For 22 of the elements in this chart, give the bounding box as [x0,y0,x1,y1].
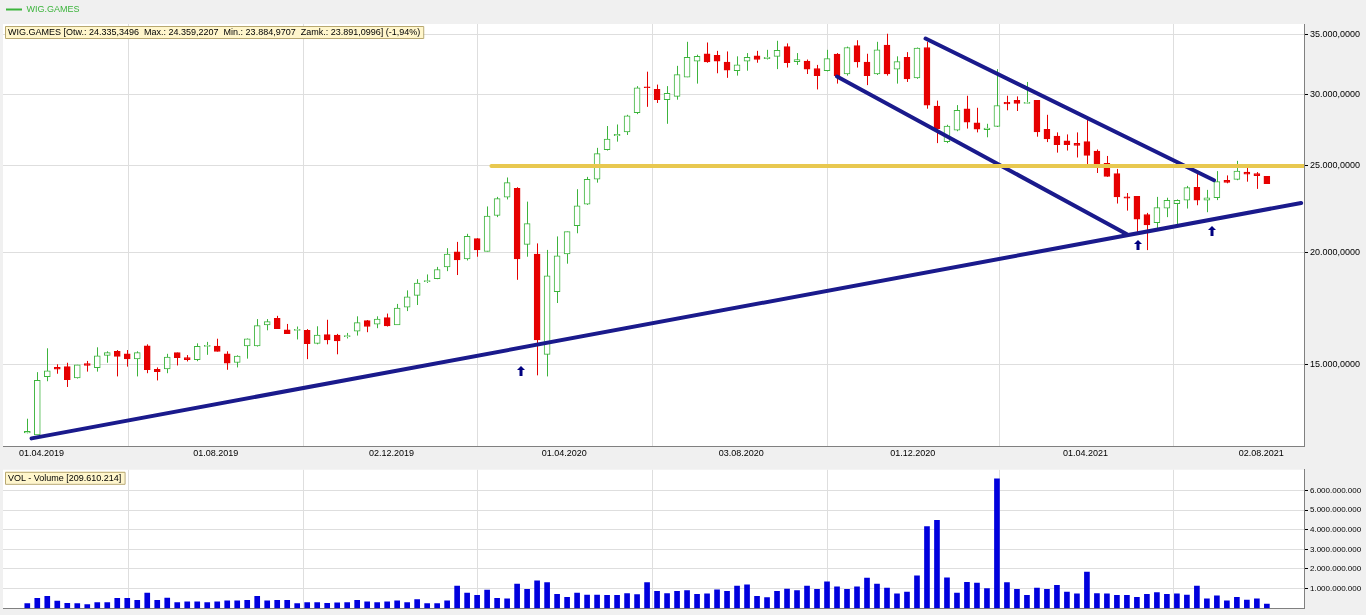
x-tick-label: 01.04.2020 [541,448,587,459]
y-tick-label: 25.000,0000 [1310,160,1361,171]
y-tick-label: 6.000.000.000 [1310,485,1362,495]
y-tick-label: 1.000.000.000 [1310,583,1362,593]
x-tick-label: 01.04.2021 [1062,448,1109,459]
x-tick-label: 03.08.2020 [718,448,764,459]
x-tick-label: 02.12.2019 [368,448,414,459]
annotation: VOL - Volume [209.610.214] [8,472,122,483]
y-tick-label: 2.000.000.000 [1310,564,1362,574]
y-tick-label: 3.000.000.000 [1310,544,1362,554]
y-tick-label: 35.000,0000 [1310,29,1361,40]
y-tick-label: 5.000.000.000 [1310,505,1362,515]
x-tick-label: 01.12.2020 [890,448,936,459]
annotation: WIG.GAMES [Otw.: 24.335,3496 Max.: 24.359,2207 Min.: 23.884,9707 Zamk.: 23.891,0996] (-1,94%) [8,26,421,37]
y-tick-label: 30.000,0000 [1310,89,1361,100]
x-tick-label: 01.04.2019 [19,448,65,459]
y-tick-label: 20.000,0000 [1310,247,1361,258]
y-tick-label: 4.000.000.000 [1310,524,1362,534]
x-tick-label: 01.08.2019 [193,448,239,459]
x-tick-label: 02.08.2021 [1238,448,1284,459]
legend-label: WIG.GAMES [26,3,80,14]
y-tick-label: 15.000,0000 [1310,359,1361,370]
